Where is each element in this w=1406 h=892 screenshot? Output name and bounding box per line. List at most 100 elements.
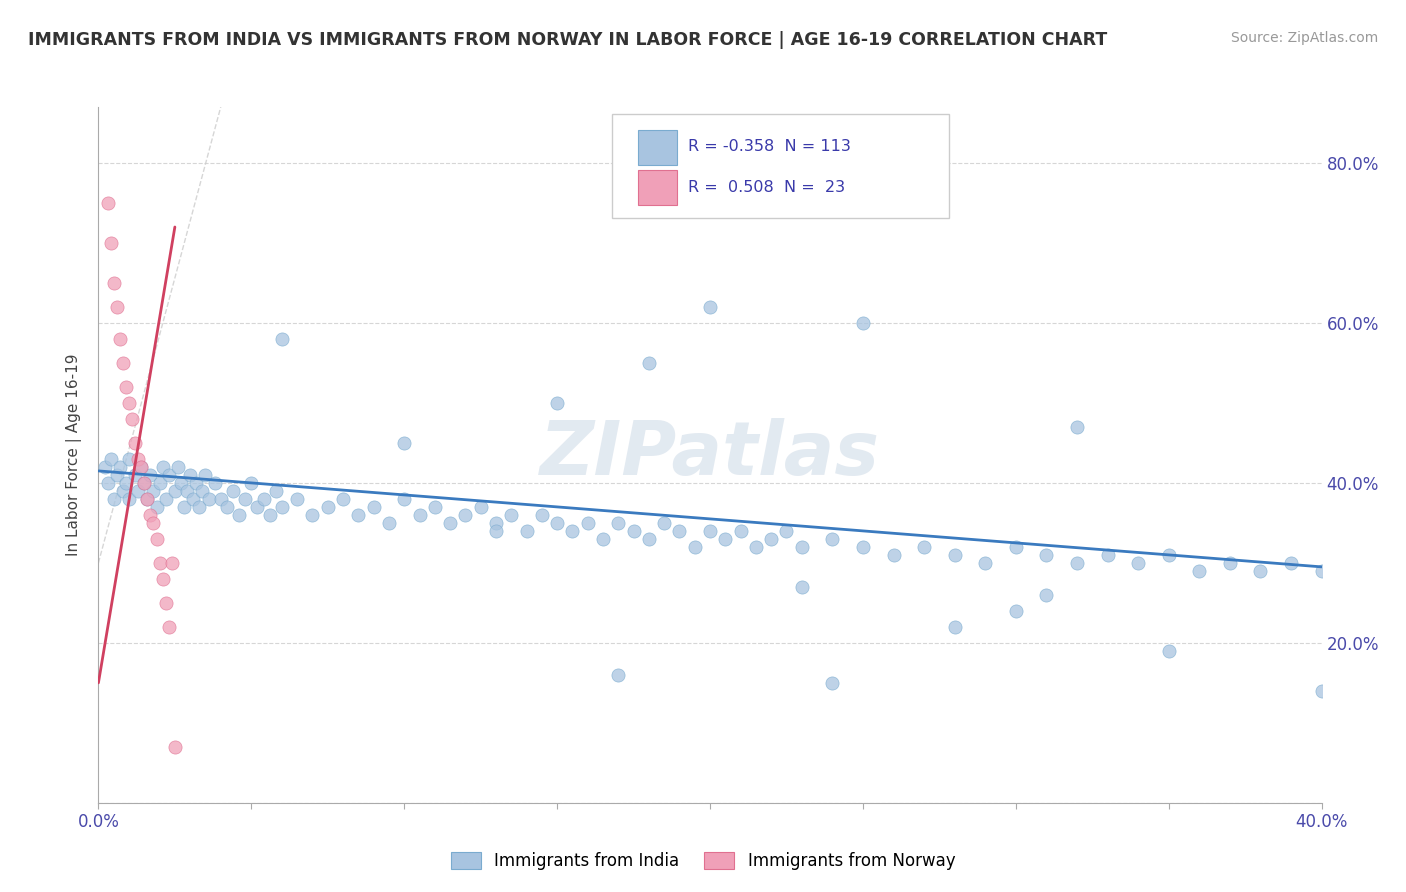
Point <box>775 524 797 538</box>
Point <box>699 524 721 538</box>
Point <box>637 356 661 370</box>
Point <box>592 532 614 546</box>
FancyBboxPatch shape <box>638 170 678 205</box>
Point <box>1128 556 1150 570</box>
Point <box>1066 556 1088 570</box>
Point <box>637 532 661 546</box>
Point <box>160 556 183 570</box>
Point <box>1035 588 1057 602</box>
Point <box>233 491 256 506</box>
Point <box>103 276 125 290</box>
Y-axis label: In Labor Force | Age 16-19: In Labor Force | Age 16-19 <box>66 353 83 557</box>
Point <box>546 516 568 530</box>
Point <box>111 356 134 370</box>
FancyBboxPatch shape <box>638 130 678 165</box>
Point <box>209 491 232 506</box>
Point <box>136 491 159 506</box>
Point <box>1279 556 1302 570</box>
Point <box>142 483 165 498</box>
Point <box>470 500 492 514</box>
Point <box>149 556 172 570</box>
Point <box>97 475 120 490</box>
Point <box>204 475 226 490</box>
Point <box>821 532 844 546</box>
Point <box>163 483 186 498</box>
Point <box>105 467 128 482</box>
Point <box>127 451 149 466</box>
Point <box>176 483 198 498</box>
Point <box>392 491 416 506</box>
Point <box>790 540 813 554</box>
Point <box>215 500 238 514</box>
Point <box>378 516 401 530</box>
Text: IMMIGRANTS FROM INDIA VS IMMIGRANTS FROM NORWAY IN LABOR FORCE | AGE 16-19 CORRE: IMMIGRANTS FROM INDIA VS IMMIGRANTS FROM… <box>28 31 1108 49</box>
Point <box>363 500 385 514</box>
Point <box>181 491 204 506</box>
Point <box>121 412 143 426</box>
Text: ZIPatlas: ZIPatlas <box>540 418 880 491</box>
Point <box>270 332 292 346</box>
Point <box>347 508 370 522</box>
Point <box>103 491 125 506</box>
Point <box>699 300 721 314</box>
Point <box>111 483 134 498</box>
Point <box>423 500 446 514</box>
Point <box>167 459 190 474</box>
Point <box>149 475 172 490</box>
Point <box>301 508 323 522</box>
Point <box>197 491 219 506</box>
Point <box>943 620 966 634</box>
Point <box>485 516 508 530</box>
Point <box>115 380 138 394</box>
Point <box>607 668 630 682</box>
Point <box>714 532 737 546</box>
Point <box>115 475 138 490</box>
Point <box>1310 564 1333 578</box>
Point <box>546 396 568 410</box>
Point <box>93 459 115 474</box>
Point <box>316 500 339 514</box>
Point <box>142 516 165 530</box>
Point <box>652 516 675 530</box>
Point <box>912 540 935 554</box>
Point <box>118 396 141 410</box>
Point <box>285 491 308 506</box>
Point <box>134 475 156 490</box>
Point <box>136 491 159 506</box>
Point <box>607 516 630 530</box>
Point <box>1157 644 1180 658</box>
Point <box>561 524 583 538</box>
Point <box>127 483 149 498</box>
Point <box>668 524 690 538</box>
Point <box>821 676 844 690</box>
Point <box>152 459 174 474</box>
Point <box>139 467 162 482</box>
Point <box>1249 564 1271 578</box>
Point <box>852 540 875 554</box>
Point <box>186 475 208 490</box>
Text: R =  0.508  N =  23: R = 0.508 N = 23 <box>688 179 845 194</box>
Point <box>100 451 122 466</box>
Point <box>188 500 211 514</box>
Point <box>163 739 186 754</box>
Point <box>1097 548 1119 562</box>
Point <box>501 508 523 522</box>
Point <box>730 524 752 538</box>
Point <box>170 475 193 490</box>
Point <box>259 508 281 522</box>
Point <box>1035 548 1057 562</box>
Point <box>516 524 538 538</box>
Point <box>439 516 461 530</box>
Point <box>974 556 997 570</box>
Point <box>108 332 131 346</box>
Point <box>270 500 292 514</box>
Text: Source: ZipAtlas.com: Source: ZipAtlas.com <box>1230 31 1378 45</box>
Point <box>576 516 599 530</box>
Point <box>194 467 217 482</box>
Point <box>852 316 875 330</box>
Point <box>118 491 141 506</box>
Point <box>530 508 553 522</box>
Point <box>118 451 141 466</box>
Point <box>100 235 122 250</box>
Point <box>485 524 508 538</box>
